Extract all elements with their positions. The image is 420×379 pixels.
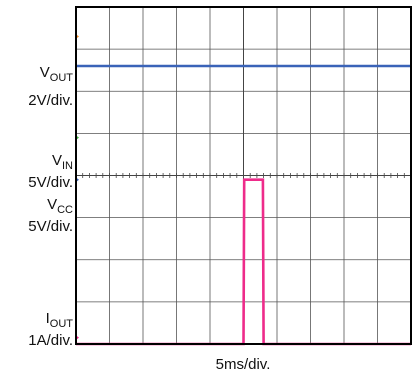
x-axis-label: 5ms/div. [216, 356, 271, 373]
channel-name: VIN [52, 152, 73, 172]
channel-scale: 5V/div. [28, 218, 73, 235]
plot-frame [75, 6, 412, 345]
channel-labels: VOUT 2V/div. VIN 5V/div. VCC 5V/div. IOUT 1A/di… [28, 64, 73, 349]
channel-name: IOUT [46, 310, 74, 330]
channel-scale: 2V/div. [28, 92, 73, 109]
channel-name: VOUT [40, 64, 74, 84]
trace-i-out [76, 178, 411, 346]
channel-scale: 1A/div. [28, 332, 73, 349]
channel-name: VCC [47, 196, 73, 216]
channel-scale: 5V/div. [28, 174, 73, 191]
